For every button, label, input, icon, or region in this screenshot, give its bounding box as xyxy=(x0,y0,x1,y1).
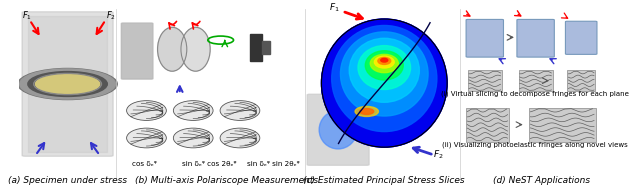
Ellipse shape xyxy=(181,27,210,71)
Bar xyxy=(465,108,509,142)
Text: $F_2$: $F_2$ xyxy=(433,149,444,161)
Ellipse shape xyxy=(332,26,437,132)
Ellipse shape xyxy=(378,57,390,64)
Ellipse shape xyxy=(358,46,411,90)
Ellipse shape xyxy=(127,101,166,120)
Ellipse shape xyxy=(349,38,419,102)
Text: sin δₑᵠ cos 2θₑᵠ: sin δₑᵠ cos 2θₑᵠ xyxy=(182,161,236,167)
Ellipse shape xyxy=(365,51,403,80)
Ellipse shape xyxy=(220,101,260,120)
Circle shape xyxy=(28,72,108,96)
Ellipse shape xyxy=(321,19,447,147)
FancyBboxPatch shape xyxy=(122,23,153,79)
Bar xyxy=(28,16,108,152)
FancyBboxPatch shape xyxy=(22,12,113,156)
FancyBboxPatch shape xyxy=(565,21,597,54)
Text: (b) Multi-axis Polariscope Measurements: (b) Multi-axis Polariscope Measurements xyxy=(135,176,318,185)
Bar xyxy=(518,70,552,91)
Ellipse shape xyxy=(374,56,394,68)
Circle shape xyxy=(20,69,115,99)
Circle shape xyxy=(18,68,117,100)
Bar xyxy=(250,34,262,61)
Ellipse shape xyxy=(360,108,374,114)
Ellipse shape xyxy=(173,101,213,120)
Bar xyxy=(468,70,502,91)
Ellipse shape xyxy=(381,58,388,62)
Circle shape xyxy=(35,74,100,94)
Ellipse shape xyxy=(355,106,378,116)
Text: (d) NeST Applications: (d) NeST Applications xyxy=(493,176,591,185)
Ellipse shape xyxy=(321,19,447,147)
FancyBboxPatch shape xyxy=(466,19,504,57)
FancyBboxPatch shape xyxy=(517,19,554,57)
Bar xyxy=(262,41,269,54)
Text: sin δₑᵠ sin 2θₑᵠ: sin δₑᵠ sin 2θₑᵠ xyxy=(247,161,300,167)
Ellipse shape xyxy=(220,128,260,148)
Text: $F_1$: $F_1$ xyxy=(22,9,32,22)
Text: $F_1$: $F_1$ xyxy=(329,2,340,14)
Ellipse shape xyxy=(319,111,357,149)
Bar xyxy=(567,70,595,91)
Ellipse shape xyxy=(340,32,428,116)
Ellipse shape xyxy=(127,128,166,148)
Text: (i) Virtual slicing to decompose fringes for each plane: (i) Virtual slicing to decompose fringes… xyxy=(441,90,629,97)
Text: $F_2$: $F_2$ xyxy=(106,9,116,22)
FancyBboxPatch shape xyxy=(307,94,369,165)
Text: (c) Estimated Principal Stress Slices: (c) Estimated Principal Stress Slices xyxy=(303,176,465,185)
Text: (a) Specimen under stress: (a) Specimen under stress xyxy=(8,176,127,185)
Text: (ii) Visualizing photoelastic fringes along novel views: (ii) Visualizing photoelastic fringes al… xyxy=(442,142,628,148)
Ellipse shape xyxy=(371,54,398,73)
Bar xyxy=(529,108,596,142)
Ellipse shape xyxy=(173,128,213,148)
Ellipse shape xyxy=(157,27,187,71)
Text: cos δₑᵠ: cos δₑᵠ xyxy=(132,161,157,167)
